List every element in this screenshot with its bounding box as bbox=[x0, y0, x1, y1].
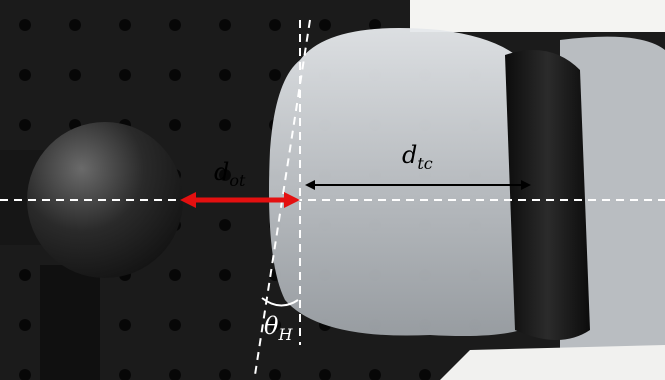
label-base: θ bbox=[264, 312, 279, 340]
label-subscript: H bbox=[277, 325, 293, 344]
annotated-photo: dot dtc θH bbox=[0, 0, 665, 380]
label-base: d bbox=[214, 158, 229, 186]
label-subscript: ot bbox=[229, 171, 246, 190]
label-base: d bbox=[402, 141, 417, 169]
label-subscript: tc bbox=[417, 154, 432, 173]
